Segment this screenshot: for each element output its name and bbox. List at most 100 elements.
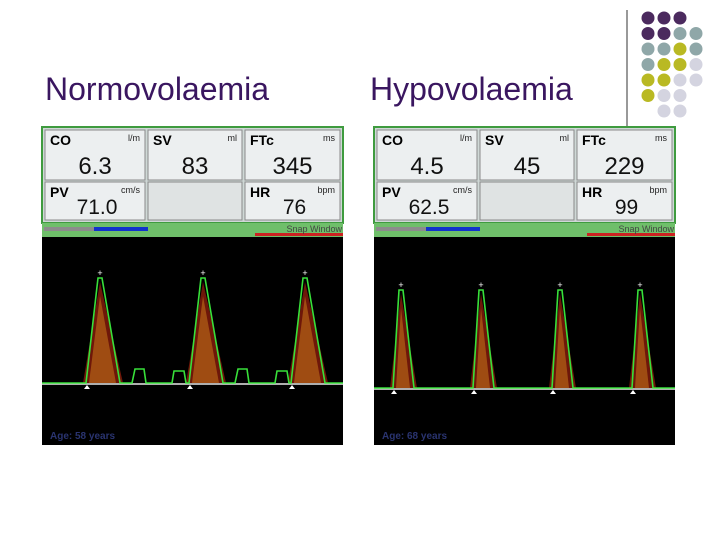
base-marker	[630, 390, 636, 394]
readout-value: 76	[283, 196, 306, 219]
readout-value: 71.0	[77, 196, 118, 219]
readout-cell	[376, 181, 478, 221]
dot	[673, 58, 687, 71]
readout-unit: ml	[228, 133, 238, 143]
readout-label: HR	[582, 184, 602, 200]
dot	[673, 11, 687, 25]
heading: Hypovolaemia	[370, 71, 573, 107]
readout-label: PV	[382, 184, 401, 200]
readout-value: 62.5	[409, 196, 450, 219]
readout-cell	[44, 181, 146, 221]
base-marker	[550, 390, 556, 394]
base-marker	[84, 385, 90, 389]
dot	[689, 58, 703, 71]
empty-cell	[479, 181, 575, 221]
dot	[657, 89, 671, 102]
readout-unit: ms	[655, 133, 667, 143]
spectrum-core	[192, 296, 219, 383]
readout-unit: ml	[560, 133, 570, 143]
readout-value: 83	[182, 153, 209, 180]
heading: Normovolaemia	[45, 71, 269, 107]
monitor-panel: CO l/m 6.3 SV ml 83 FTc ms 345 PV cm/s71.0 HR bpm 76 S…	[41, 126, 344, 445]
dot	[641, 27, 655, 40]
velocity-trace	[374, 289, 675, 389]
readout-cell	[44, 129, 146, 181]
dot	[689, 73, 703, 87]
readout-value: 4.5	[410, 153, 443, 180]
readout-cell	[576, 129, 673, 181]
blue-bar	[94, 227, 148, 231]
readout-value: 45	[514, 153, 541, 180]
readout-label: HR	[250, 184, 270, 200]
readout-value: 345	[272, 153, 312, 180]
doppler-display	[374, 237, 675, 445]
peak-marker: +	[637, 280, 642, 290]
dot	[673, 89, 687, 102]
dot	[673, 42, 687, 56]
readout-cell	[376, 129, 478, 181]
dot-decoration	[641, 11, 703, 118]
readout-cell	[244, 181, 341, 221]
empty-cell	[147, 181, 243, 221]
readout-label: FTc	[582, 132, 606, 148]
readout-label: CO	[382, 132, 403, 148]
dot	[641, 42, 655, 56]
readout-unit: bpm	[317, 185, 335, 195]
dot	[641, 11, 655, 25]
patient-age: Age: 58 years	[50, 431, 115, 442]
snap-window: Snap Window	[618, 224, 674, 234]
peak-marker: +	[398, 280, 403, 290]
dot	[673, 27, 687, 40]
readout-label: SV	[153, 132, 172, 148]
gray-bar	[376, 227, 431, 231]
velocity-trace	[42, 277, 343, 384]
dot	[673, 104, 687, 118]
dot	[689, 42, 703, 56]
gray-bar	[44, 227, 99, 231]
spectrum-core	[635, 308, 649, 388]
readout-unit: bpm	[649, 185, 667, 195]
readout-value: 6.3	[78, 153, 111, 180]
readout-label: PV	[50, 184, 69, 200]
readout-label: FTc	[250, 132, 274, 148]
dot	[641, 58, 655, 71]
readout-unit: cm/s	[453, 185, 472, 195]
dot	[657, 42, 671, 56]
red-line	[255, 233, 343, 236]
dot	[657, 11, 671, 25]
dot	[641, 73, 655, 87]
readout-cell	[576, 181, 673, 221]
dot	[657, 104, 671, 118]
readout-label: SV	[485, 132, 504, 148]
red-line	[587, 233, 675, 236]
readout-cell	[147, 129, 243, 181]
spectrum-core	[89, 296, 116, 383]
readout-unit: cm/s	[121, 185, 140, 195]
readout-unit: ms	[323, 133, 335, 143]
peak-marker: +	[557, 280, 562, 290]
base-marker	[391, 390, 397, 394]
dot	[673, 73, 687, 87]
spectrum-core	[396, 308, 410, 388]
readout-cell	[479, 129, 575, 181]
base-marker	[187, 385, 193, 389]
readout-cell	[244, 129, 341, 181]
readout-value: 99	[615, 196, 638, 219]
readout-unit: l/m	[460, 133, 472, 143]
dot	[689, 27, 703, 40]
dot	[657, 58, 671, 71]
blue-bar	[426, 227, 480, 231]
base-marker	[471, 390, 477, 394]
dot	[657, 27, 671, 40]
peak-marker: +	[200, 268, 205, 278]
monitor-panel: CO l/m 4.5 SV ml 45 FTc ms 229 PV cm/s62.5 HR bpm 99 S…	[373, 126, 676, 445]
dot	[641, 89, 655, 102]
readout-unit: l/m	[128, 133, 140, 143]
base-marker	[289, 385, 295, 389]
readout-value: 229	[604, 153, 644, 180]
spectrum-core	[555, 308, 569, 388]
peak-marker: +	[478, 280, 483, 290]
peak-marker: +	[302, 268, 307, 278]
readout-label: CO	[50, 132, 71, 148]
spectrum-core	[476, 308, 490, 388]
